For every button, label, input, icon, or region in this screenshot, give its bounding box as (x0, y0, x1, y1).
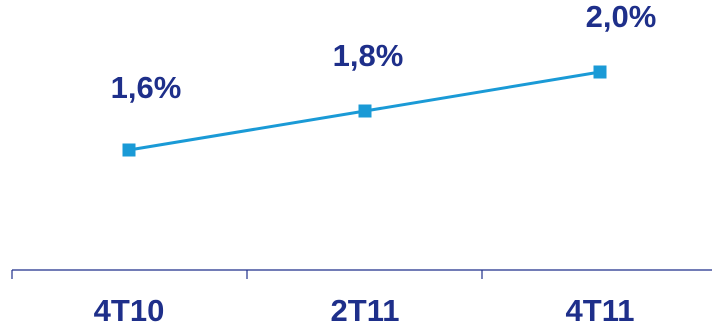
x-tick-labels: 4T10 2T11 4T11 (94, 293, 635, 328)
series-layer (122, 65, 607, 157)
data-label-4t10: 1,6% (111, 70, 182, 105)
data-point-4t11 (593, 65, 607, 79)
data-point-4t10 (122, 143, 136, 157)
data-label-2t11: 1,8% (333, 38, 404, 73)
x-axis (11, 269, 712, 279)
data-point-2t11 (358, 104, 372, 118)
x-tick-label-4t11: 4T11 (566, 293, 635, 328)
data-labels: 1,6% 1,8% 2,0% (111, 0, 657, 105)
x-tick-label-4t10: 4T10 (94, 293, 165, 328)
x-tick-label-2t11: 2T11 (331, 293, 400, 328)
data-label-4t11: 2,0% (586, 0, 657, 34)
